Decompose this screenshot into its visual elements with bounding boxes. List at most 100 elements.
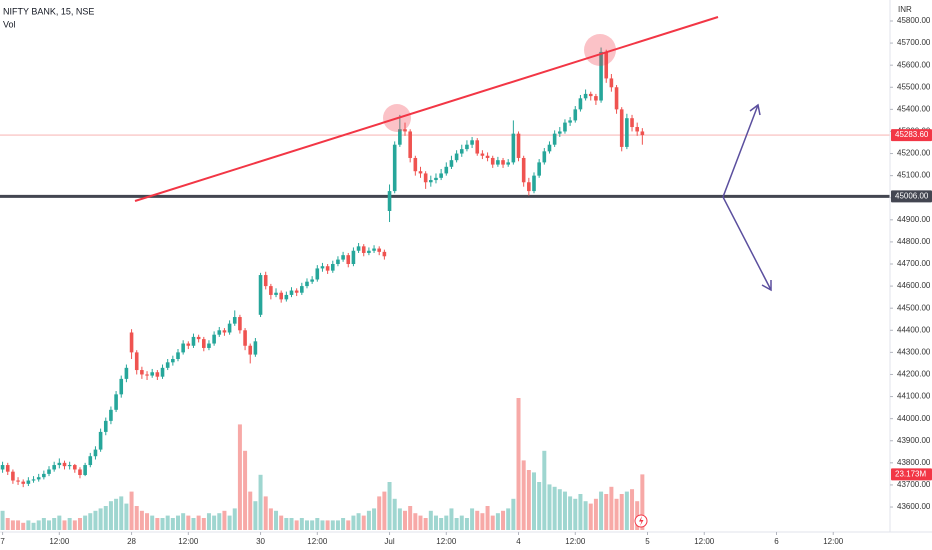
candle-body bbox=[11, 471, 15, 481]
symbol-title: NIFTY BANK, 15, NSE bbox=[3, 6, 94, 16]
candle-body bbox=[67, 465, 72, 467]
candle-body bbox=[547, 144, 552, 152]
volume-bar bbox=[599, 491, 604, 530]
x-tick-label: 30 bbox=[256, 537, 265, 546]
x-tick-label: Jul bbox=[384, 537, 394, 546]
volume-bar bbox=[41, 518, 46, 530]
volume-bar bbox=[320, 520, 325, 530]
y-tick-label: 44500.00 bbox=[897, 303, 931, 312]
price-tag bbox=[891, 129, 932, 142]
volume-bar bbox=[532, 472, 536, 530]
volume-bar bbox=[217, 513, 222, 530]
candle-body bbox=[191, 336, 196, 346]
volume-bar bbox=[315, 518, 320, 530]
last-price-label: 45283.60 bbox=[895, 130, 929, 139]
volume-bar bbox=[57, 515, 62, 530]
candle-body bbox=[305, 281, 309, 287]
candle-body bbox=[418, 171, 423, 174]
candle-body bbox=[315, 268, 320, 280]
volume-bar bbox=[310, 520, 315, 530]
volume-bar bbox=[397, 508, 402, 530]
volume-bar bbox=[124, 503, 129, 530]
volume-bar bbox=[258, 474, 263, 530]
candle-body bbox=[42, 473, 46, 478]
volume-bar bbox=[475, 510, 480, 530]
last-volume-label: 23.173M bbox=[895, 469, 926, 478]
volume-bar bbox=[170, 518, 175, 530]
candle-body bbox=[583, 93, 588, 99]
candle-body bbox=[181, 343, 185, 353]
volume-bar bbox=[537, 482, 542, 530]
volume-bar bbox=[268, 508, 273, 530]
volume-bar bbox=[480, 513, 485, 530]
candle-body bbox=[21, 481, 26, 484]
volume-bar bbox=[490, 515, 495, 530]
candle-body bbox=[377, 248, 382, 252]
candle-body bbox=[552, 133, 557, 145]
x-tick-label: 7 bbox=[0, 537, 5, 546]
candle-body bbox=[253, 341, 258, 355]
candle-body bbox=[382, 251, 387, 257]
candle-body bbox=[294, 290, 299, 293]
volume-bar bbox=[428, 510, 433, 530]
candle-body bbox=[356, 246, 361, 251]
y-tick-label: 44200.00 bbox=[897, 370, 931, 379]
x-tick-label: 12:00 bbox=[49, 537, 70, 546]
candle-body bbox=[392, 144, 397, 192]
volume-bar bbox=[588, 503, 593, 530]
volume-bar bbox=[10, 520, 15, 530]
volume-bar bbox=[196, 515, 201, 530]
y-tick-label: 44600.00 bbox=[897, 281, 931, 290]
candle-body bbox=[501, 160, 505, 165]
candle-body bbox=[78, 469, 82, 475]
candle-body bbox=[398, 129, 402, 145]
volume-bar bbox=[387, 482, 392, 530]
volume-bar bbox=[464, 518, 469, 530]
volume-bar bbox=[5, 518, 10, 530]
candle-body bbox=[129, 332, 134, 353]
volume-bar bbox=[191, 518, 196, 530]
volume-bar bbox=[449, 508, 454, 530]
volume-bar bbox=[289, 518, 294, 530]
x-tick-label: 12:00 bbox=[823, 537, 844, 546]
volume-bar bbox=[361, 515, 366, 530]
candle-body bbox=[372, 248, 376, 251]
candle-body bbox=[336, 259, 340, 265]
candle-body bbox=[470, 140, 474, 145]
volume-bar bbox=[155, 518, 160, 530]
candle-body bbox=[325, 266, 330, 271]
y-tick-label: 45600.00 bbox=[897, 60, 931, 69]
candle-body bbox=[408, 131, 412, 158]
y-tick-label: 43700.00 bbox=[897, 480, 931, 489]
candle-body bbox=[490, 157, 495, 165]
volume-bar bbox=[16, 520, 21, 530]
volume-bar bbox=[439, 518, 444, 530]
candle-body bbox=[413, 157, 418, 172]
candle-body bbox=[330, 264, 335, 271]
candle-body bbox=[403, 129, 407, 132]
candle-body bbox=[423, 173, 428, 183]
volume-bar bbox=[433, 515, 438, 530]
volume-bar bbox=[232, 508, 237, 530]
volume-bar bbox=[98, 508, 103, 530]
volume-bar bbox=[542, 450, 547, 530]
candle-body bbox=[263, 275, 268, 287]
volume-bar bbox=[351, 515, 356, 530]
volume-bar bbox=[222, 510, 227, 530]
volume-bar bbox=[243, 450, 248, 530]
volume-bar bbox=[160, 518, 165, 530]
candle-body bbox=[367, 250, 371, 253]
drawings bbox=[134, 16, 772, 528]
volume-bar bbox=[635, 501, 640, 530]
volume-bar bbox=[279, 515, 284, 530]
candle-body bbox=[588, 93, 593, 97]
candle-body bbox=[93, 449, 98, 457]
axes: 43600.00 43700.00 43800.00 43900.00 44000.00… bbox=[0, 16, 932, 546]
x-tick-label: 12:00 bbox=[436, 537, 457, 546]
candle-body bbox=[165, 362, 170, 368]
candle-body bbox=[361, 246, 366, 253]
volume-bar bbox=[299, 518, 304, 530]
candle-body bbox=[212, 334, 216, 344]
volume-bar bbox=[165, 515, 170, 530]
